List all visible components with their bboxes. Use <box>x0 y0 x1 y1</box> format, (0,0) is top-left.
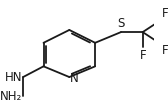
Text: N: N <box>70 72 79 85</box>
Text: F: F <box>139 49 146 62</box>
Text: NH₂: NH₂ <box>0 90 23 103</box>
Text: S: S <box>117 17 125 30</box>
Text: F: F <box>162 44 168 57</box>
Text: F: F <box>162 7 168 20</box>
Text: HN: HN <box>5 71 23 84</box>
